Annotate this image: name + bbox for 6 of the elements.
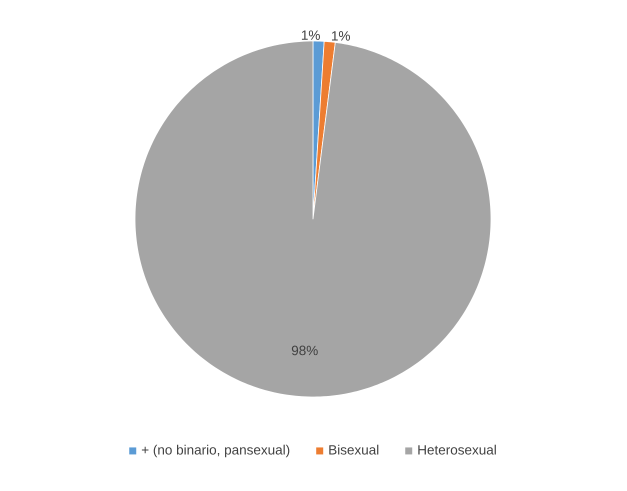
data-label: 1% xyxy=(332,31,350,41)
data-label: 98% xyxy=(292,346,318,356)
legend-label: + (no binario, pansexual) xyxy=(142,444,290,458)
data-label: 1% xyxy=(302,30,320,40)
legend-label: Bisexual xyxy=(329,444,378,455)
legend-label: Heterosexual xyxy=(418,444,496,455)
